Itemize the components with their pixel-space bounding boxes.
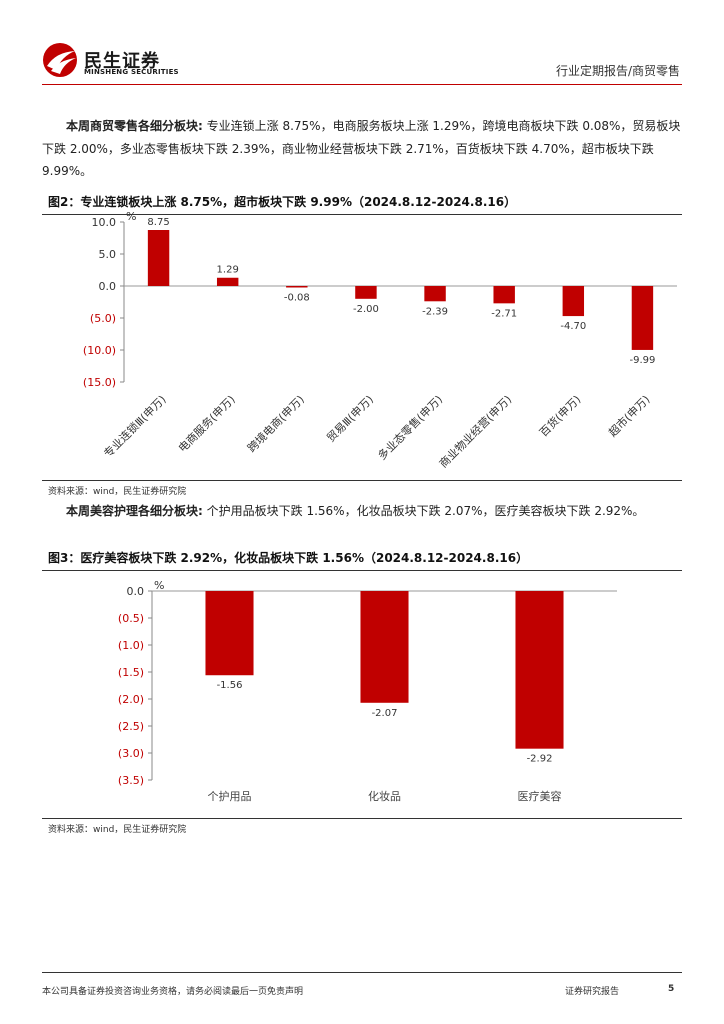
retail-sector-bar-chart: 10.0 5.0 0.0 (5.0) (10.0) (15.0)% 8.75 专业连锁Ⅲ(申万…: [83, 210, 677, 470]
bar-value-label: -2.39: [422, 306, 448, 317]
bar-value-label: -2.07: [372, 708, 398, 719]
retail-summary-lead: 本周商贸零售各细分板块:: [66, 119, 203, 133]
bar-value-label: -4.70: [560, 321, 586, 332]
y-tick-label: (1.0): [118, 639, 144, 652]
report-category: 行业定期报告/商贸零售: [555, 64, 680, 78]
beauty-sector-bar-chart: 0.0 (0.5) (1.0) (1.5) (2.0) (2.5) (3.0) (3.5)% -…: [118, 579, 617, 803]
retail-summary-text: 专业连锁上涨 8.75%，电商服务板块上涨 1.29%，跨境电商板块下跌 0.0…: [42, 119, 681, 178]
bar-value-label: -0.08: [284, 293, 310, 304]
x-category-label: 超市(申万): [605, 392, 652, 439]
y-axis-unit: %: [154, 579, 164, 592]
page-header: 民生证券 MINSHENG SECURITIES 行业定期报告/商贸零售: [0, 0, 724, 86]
bar-value-label: -2.71: [491, 308, 517, 319]
bar-value-label: -1.56: [217, 680, 243, 691]
bar: [286, 286, 308, 288]
y-tick-label: 0.0: [127, 585, 145, 598]
brand-name-en: MINSHENG SECURITIES: [84, 68, 179, 76]
y-tick-label: (5.0): [90, 312, 116, 325]
y-tick-label: 5.0: [99, 248, 117, 261]
bar: [562, 286, 585, 317]
x-category-label: 多业态零售(申万): [375, 392, 445, 462]
y-tick-label: (2.5): [118, 720, 144, 733]
bar: [424, 286, 446, 302]
bar-value-label: -9.99: [630, 355, 656, 366]
page-number: 5: [668, 984, 675, 994]
x-category-label: 跨境电商(申万): [244, 392, 307, 455]
bar-value-label: -2.92: [527, 754, 553, 765]
y-tick-label: (3.0): [118, 747, 144, 760]
y-tick-label: (2.0): [118, 693, 144, 706]
bar-value-label: 8.75: [147, 217, 169, 228]
bar: [515, 591, 564, 749]
x-category-label: 贸易Ⅲ(申万): [324, 393, 376, 445]
bar: [631, 286, 654, 350]
minsheng-logo-icon: [43, 43, 77, 77]
bar: [360, 591, 409, 703]
beauty-summary-text: 个护用品板块下跌 1.56%，化妆品板块下跌 2.07%，医疗美容板块下跌 2.…: [202, 504, 645, 518]
x-category-label: 专业连锁Ⅲ(申万): [101, 392, 169, 460]
bar: [355, 286, 377, 299]
y-tick-label: (1.5): [118, 666, 144, 679]
x-category-label: 医疗美容: [518, 789, 562, 803]
y-tick-label: (3.5): [118, 774, 144, 787]
figure-3-source: 资料来源：wind，民生证券研究院: [42, 818, 682, 835]
brand-logo: 民生证券 MINSHENG SECURITIES: [42, 42, 182, 82]
x-category-label: 个护用品: [208, 789, 252, 803]
bar-value-label: 1.29: [217, 265, 239, 276]
bar: [216, 277, 239, 286]
beauty-summary-lead: 本周美容护理各细分板块:: [66, 504, 203, 518]
bar: [147, 230, 170, 286]
bar-value-label: -2.00: [353, 304, 379, 315]
y-tick-label: (0.5): [118, 612, 144, 625]
x-category-label: 百货(申万): [536, 392, 583, 439]
y-axis-unit: %: [126, 210, 136, 223]
footer-divider: [42, 972, 682, 973]
y-tick-label: 10.0: [92, 216, 117, 229]
retail-summary-paragraph: 本周商贸零售各细分板块: 专业连锁上涨 8.75%，电商服务板块上涨 1.29%…: [42, 115, 682, 183]
y-tick-label: (10.0): [83, 344, 116, 357]
bar: [205, 591, 254, 676]
footer-disclaimer: 本公司具备证券投资咨询业务资格，请务必阅读最后一页免责声明: [42, 987, 304, 997]
figure-2-title: 图2：专业连锁板块上涨 8.75%，超市板块下跌 9.99%（2024.8.12…: [42, 193, 682, 215]
x-category-label: 电商服务(申万): [175, 392, 238, 455]
brand-name-cn: 民生证券: [84, 51, 160, 72]
figure-3-title: 图3：医疗美容板块下跌 2.92%，化妆品板块下跌 1.56%（2024.8.1…: [42, 549, 682, 571]
y-tick-label: (15.0): [83, 376, 116, 389]
figure-2-source: 资料来源：wind，民生证券研究院: [42, 480, 682, 497]
x-category-label: 化妆品: [368, 789, 401, 803]
y-tick-label: 0.0: [99, 280, 117, 293]
footer-report-type: 证券研究报告: [565, 987, 620, 997]
beauty-summary-paragraph: 本周美容护理各细分板块: 个护用品板块下跌 1.56%，化妆品板块下跌 2.07…: [42, 500, 682, 523]
bar: [493, 286, 515, 304]
header-divider: [42, 84, 682, 85]
x-category-label: 商业物业经营(申万): [436, 392, 514, 470]
